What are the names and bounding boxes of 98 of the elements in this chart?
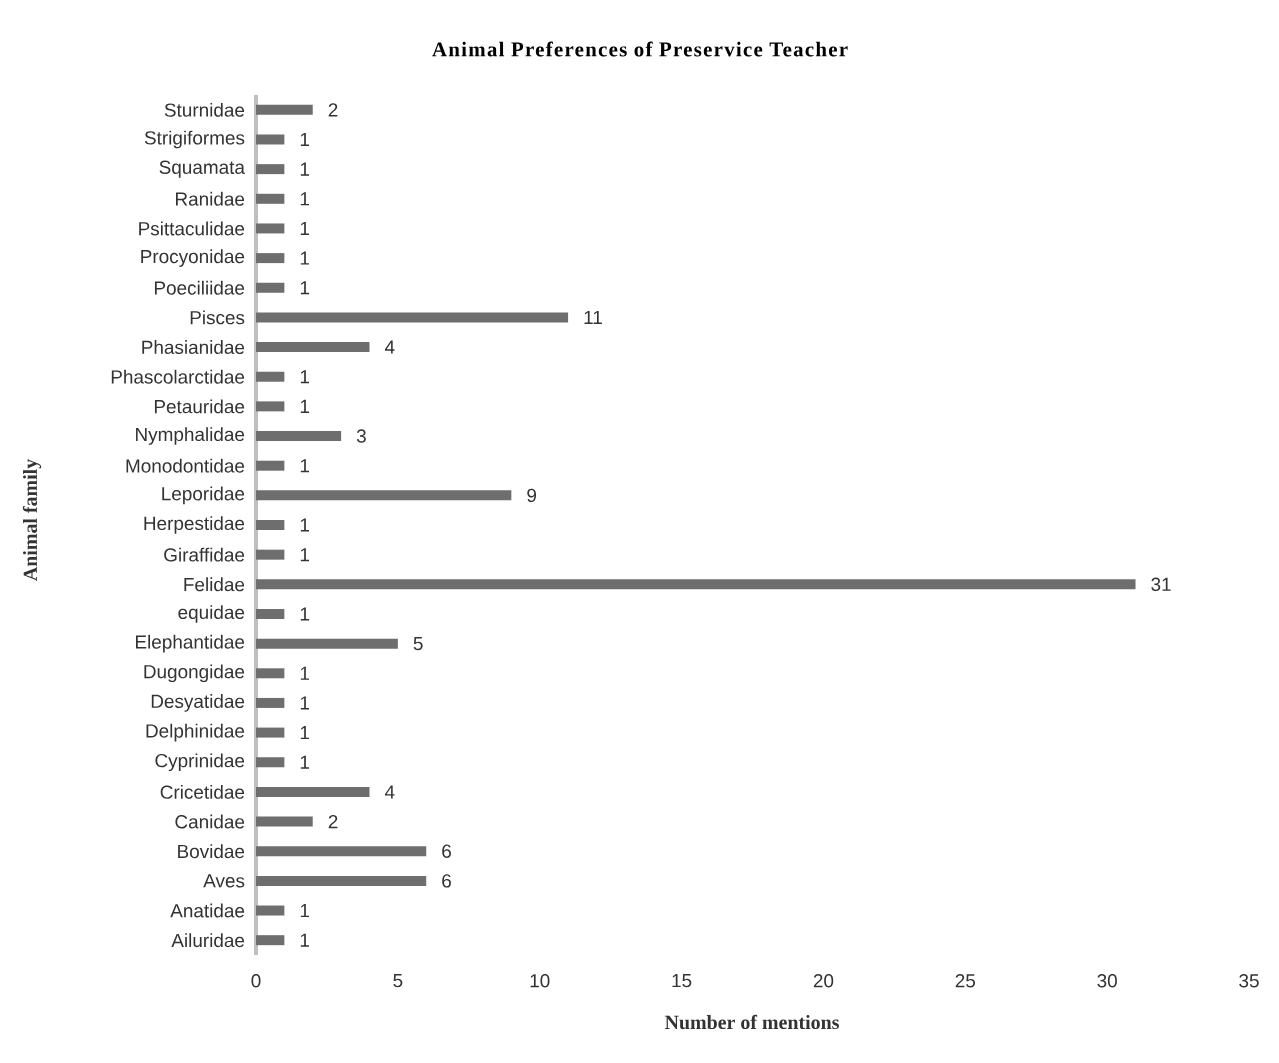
data-label: 1 <box>300 370 310 384</box>
y-tick-label: Bovidae <box>178 844 245 859</box>
bar <box>256 816 313 827</box>
y-tick-label: Cyprinidae <box>155 753 245 772</box>
data-label: 1 <box>300 666 310 680</box>
x-tick-label: 30 <box>1097 974 1117 988</box>
bar <box>256 638 398 649</box>
y-tick-label: equidae <box>178 605 245 623</box>
y-tick-label: Ailuridae <box>171 933 245 948</box>
bar <box>256 371 285 382</box>
data-label: 6 <box>442 874 451 888</box>
y-tick-label: Poeciliidae <box>154 280 245 295</box>
y-tick-label: Procyonidae <box>141 249 245 267</box>
bar <box>256 401 285 412</box>
data-label: 4 <box>384 340 395 354</box>
data-label: 11 <box>584 310 602 324</box>
data-label: 1 <box>300 518 310 532</box>
y-tick-label: Ranidae <box>176 191 245 206</box>
data-label: 1 <box>300 933 310 947</box>
bar <box>256 875 427 886</box>
data-label: 2 <box>328 814 338 829</box>
bar <box>256 193 285 204</box>
data-label: 1 <box>300 132 310 146</box>
y-tick-label: Squamata <box>159 160 245 178</box>
chart-title: Animal Preferences of Preservice Teacher <box>432 41 848 57</box>
y-tick-label: Nymphalidae <box>136 427 245 445</box>
data-label: 1 <box>300 548 310 562</box>
bar <box>256 460 285 471</box>
bar <box>256 490 512 501</box>
x-tick-label: 10 <box>530 974 550 988</box>
data-label: 1 <box>300 221 310 235</box>
data-label: 1 <box>300 459 310 473</box>
bar <box>256 935 285 946</box>
bar <box>256 253 285 264</box>
bar <box>256 549 285 560</box>
y-tick-label: Dugongidae <box>144 664 245 683</box>
data-label: 1 <box>300 755 310 769</box>
y-tick-label: Monodontidae <box>126 458 245 473</box>
y-tick-label: Phascolarctidae <box>111 369 245 384</box>
x-axis-title: Number of mentions <box>664 1014 839 1030</box>
bar <box>256 282 285 293</box>
data-label: 9 <box>527 488 537 503</box>
y-tick-label: Herpestidae <box>144 516 245 534</box>
y-tick-label: Strigiformes <box>144 130 245 149</box>
data-label: 1 <box>300 726 310 740</box>
y-tick-label: Leporidae <box>162 486 245 505</box>
bar <box>256 608 285 619</box>
x-tick-label: 20 <box>813 974 834 988</box>
bar <box>256 223 285 234</box>
x-tick-label: 5 <box>393 974 403 988</box>
y-tick-label: Felidae <box>184 577 245 592</box>
bar <box>256 104 313 115</box>
y-tick-label: Phasianidae <box>142 340 245 355</box>
y-tick-label: Petauridae <box>154 399 245 414</box>
y-tick-label: Giraffidae <box>164 547 245 562</box>
y-tick-label: Desyatidae <box>151 694 245 712</box>
y-tick-label: Cricetidae <box>160 784 245 799</box>
y-tick-label: Elephantidae <box>136 634 245 653</box>
y-axis-title: Animal family <box>22 459 42 581</box>
bar <box>256 134 285 145</box>
bar <box>256 905 285 916</box>
y-tick-label: Canidae <box>175 814 245 829</box>
y-tick-label: Anatidae <box>170 903 245 918</box>
x-tick-label: 25 <box>955 974 976 988</box>
x-tick-label: 15 <box>672 974 692 988</box>
data-label: 5 <box>413 637 423 651</box>
bar <box>256 727 285 738</box>
data-label: 1 <box>300 162 310 176</box>
bar <box>256 668 285 679</box>
data-label: 2 <box>328 103 338 117</box>
bar <box>256 431 342 442</box>
y-tick-label: Pisces <box>190 310 245 325</box>
y-tick-label: Sturnidae <box>164 102 245 117</box>
data-label: 1 <box>300 281 310 295</box>
bar <box>256 757 285 768</box>
data-label: 1 <box>300 607 310 621</box>
data-label: 1 <box>300 696 310 710</box>
bar <box>256 846 427 857</box>
x-tick-label: 0 <box>251 974 261 988</box>
bar <box>256 312 569 323</box>
data-label: 6 <box>442 844 451 858</box>
data-label: 1 <box>300 904 310 918</box>
data-label: 3 <box>356 429 366 443</box>
data-label: 4 <box>384 785 395 799</box>
bar <box>256 164 285 175</box>
bar <box>256 520 285 531</box>
bar <box>256 786 370 797</box>
bar <box>256 697 285 708</box>
bar <box>256 579 1136 590</box>
y-tick-label: Delphinidae <box>146 723 245 742</box>
y-tick-label: Psittaculidae <box>139 221 245 236</box>
data-label: 31 <box>1151 577 1171 592</box>
x-tick-label: 35 <box>1239 974 1259 988</box>
bar <box>256 342 370 353</box>
data-label: 1 <box>300 251 310 265</box>
data-label: 1 <box>300 192 310 206</box>
data-label: 1 <box>300 399 310 413</box>
y-tick-label: Aves <box>203 874 245 888</box>
